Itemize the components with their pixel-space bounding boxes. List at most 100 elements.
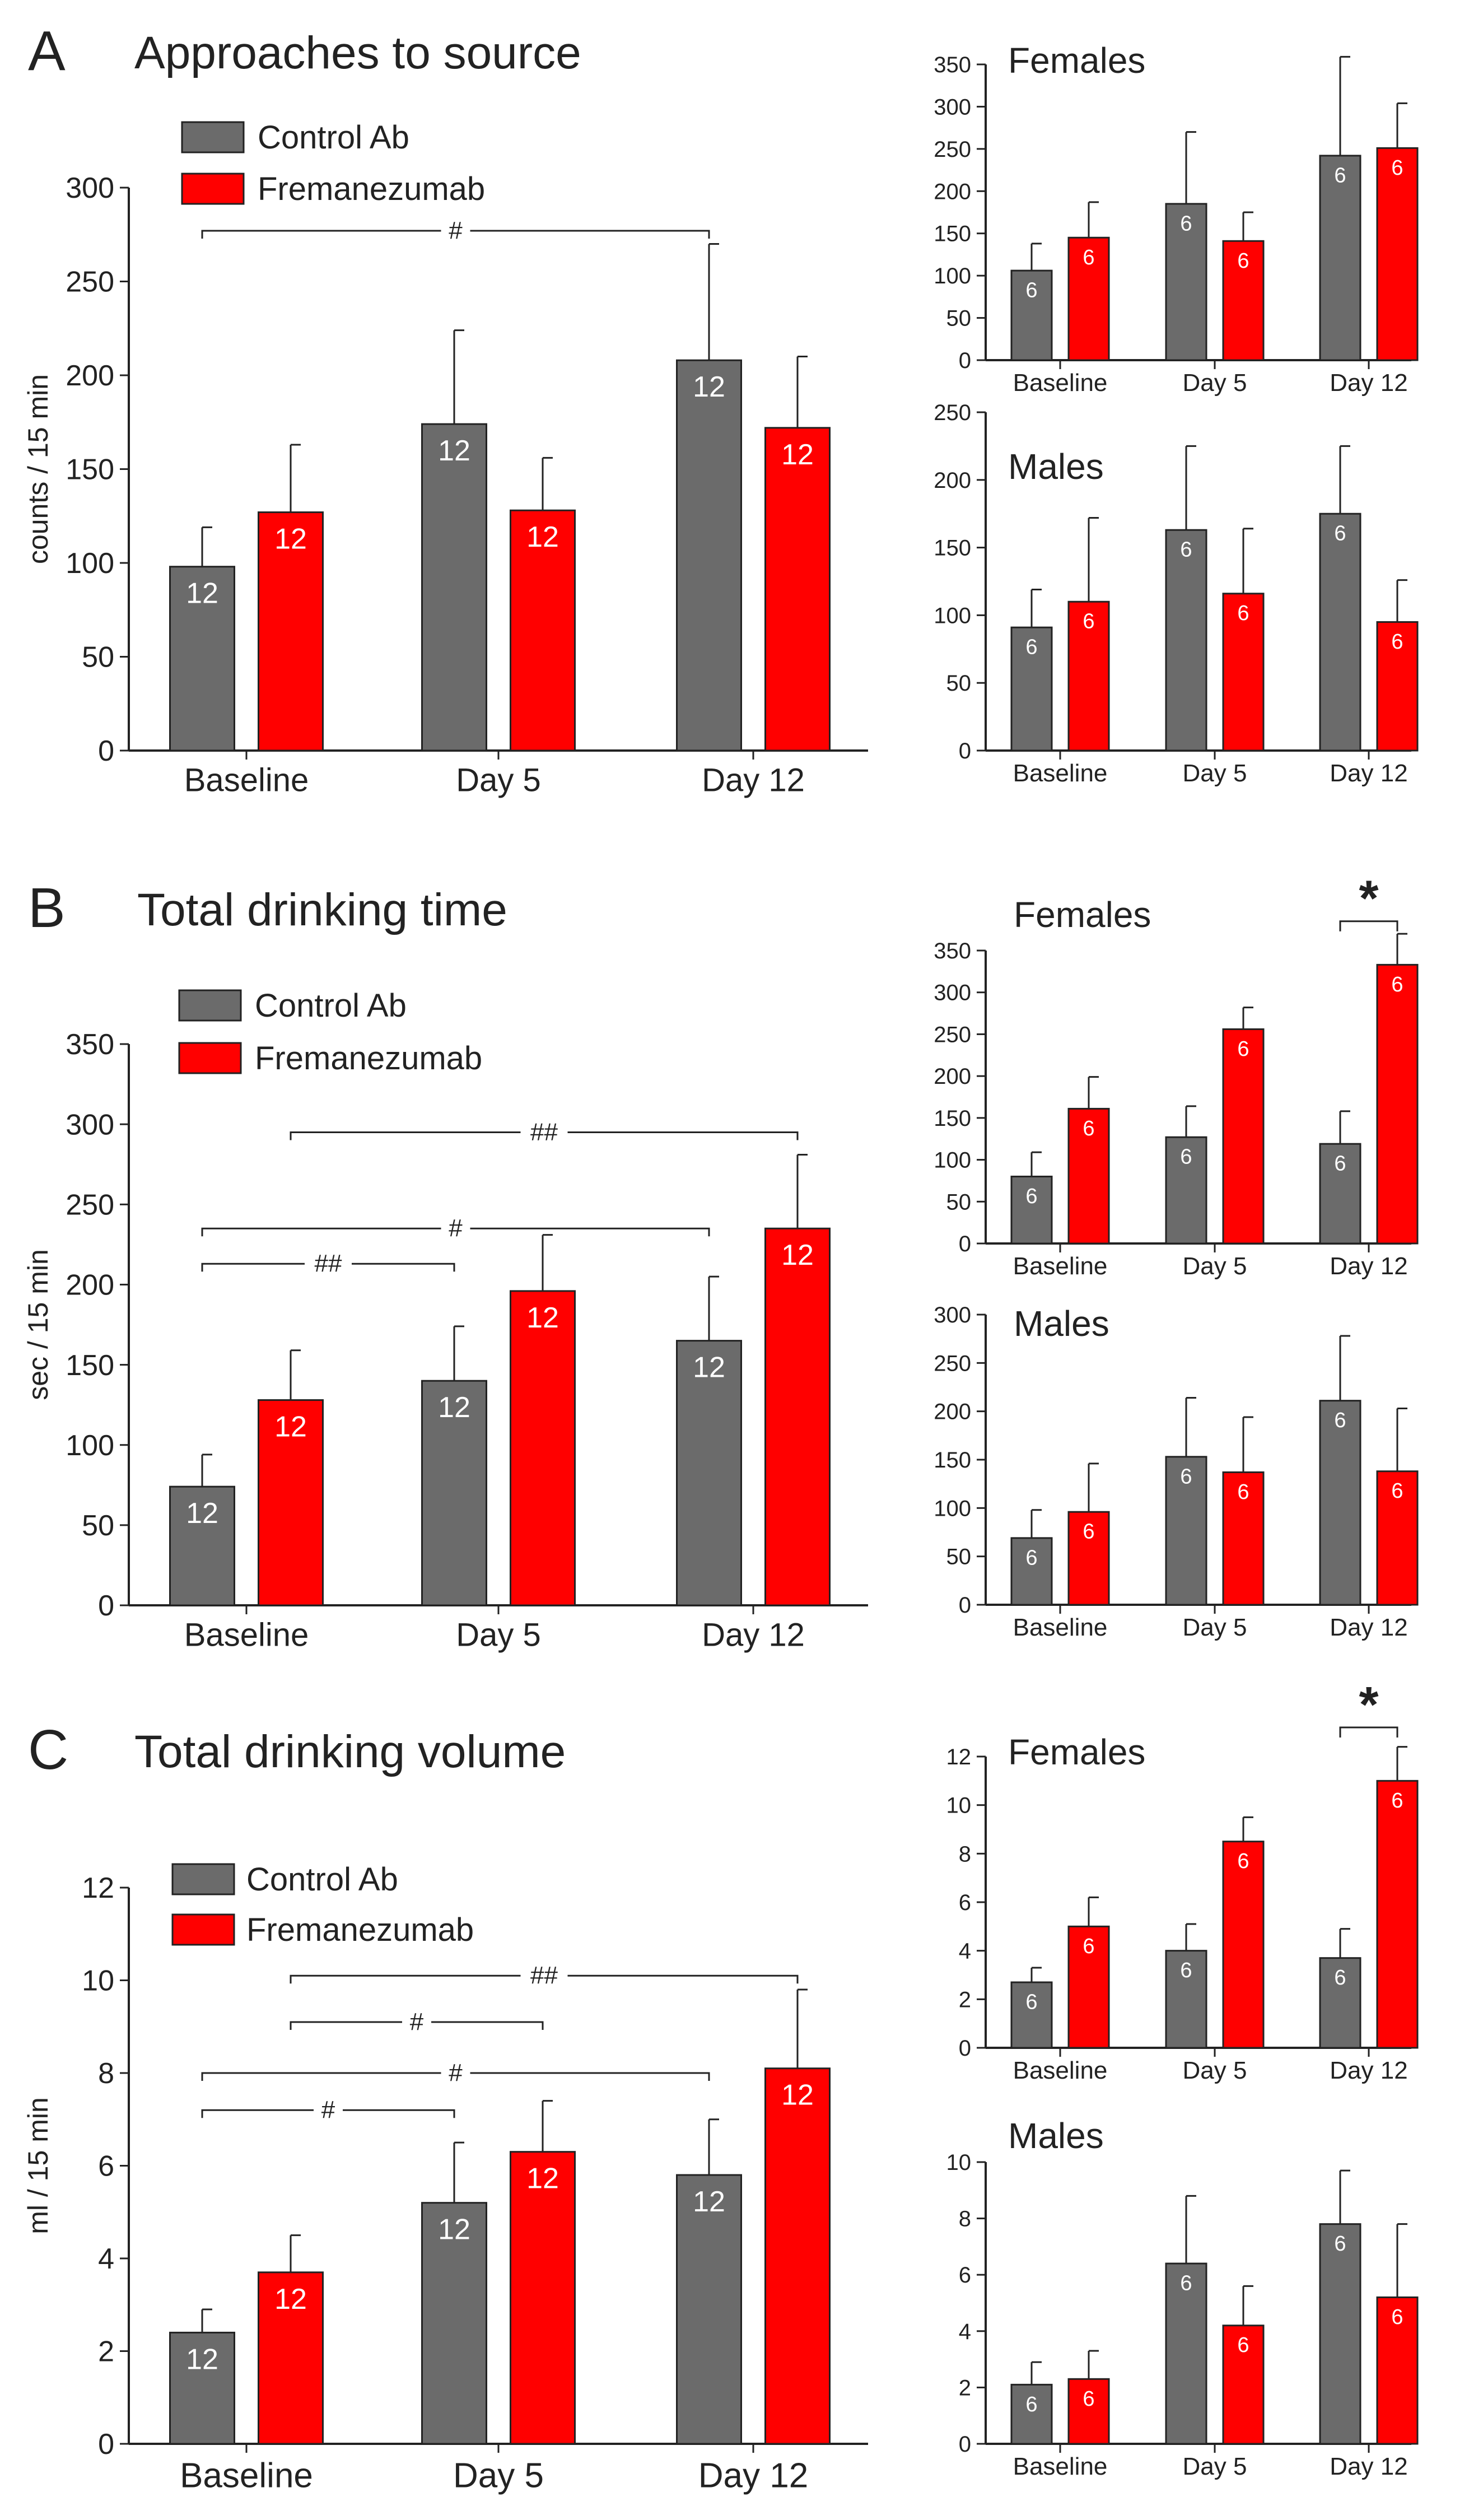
y-tick-label: 150 [934,1106,971,1131]
y-tick-label: 0 [959,739,971,763]
significance-line [201,1227,441,1237]
bar-n-label: 6 [1025,1185,1037,1208]
bar-n-label: 6 [1083,1935,1094,1958]
y-tick-label: 300 [934,1303,971,1327]
panel-letter-b: B [28,877,66,939]
y-tick-label: 10 [946,2150,972,2175]
y-tick-label: 200 [934,179,971,204]
bar-n-label: 6 [1334,522,1346,546]
bar [1010,1981,1053,2049]
y-tick-label: 4 [959,2319,971,2344]
y-axis-label: ml / 15 min [22,2097,54,2234]
bar [1165,1136,1207,1245]
y-tick-label: 50 [946,306,972,331]
y-tick-label: 100 [66,1429,114,1462]
y-tick-label: 8 [98,2057,114,2090]
y-tick-label: 50 [82,641,114,674]
bar [1067,1107,1110,1245]
bar [169,1485,235,1606]
panel-title-c: Total drinking volume [134,1726,566,1777]
y-tick-label: 100 [934,1496,971,1521]
subplot-title: Males [1008,2116,1104,2156]
significance-label: # [321,2096,335,2123]
y-tick-label: 350 [66,1028,114,1061]
bar [258,1399,324,1606]
y-tick-label: 100 [934,264,971,288]
significance-line [201,2109,314,2118]
x-tick-label: Day 12 [1330,369,1407,397]
bar-n-label: 6 [1391,156,1403,180]
bar-n-label: 12 [526,2163,559,2195]
y-tick-label: 300 [934,981,971,1005]
bar-n-label: 12 [438,435,470,467]
y-tick-label: 250 [934,137,971,162]
y-tick-label: 4 [98,2243,114,2275]
bar-n-label: 6 [1391,1479,1403,1503]
bar [510,1290,576,1606]
legend-swatch-fremanezumab [171,1913,235,1946]
bar-n-label: 6 [1237,249,1249,273]
x-tick-label: Baseline [1013,1252,1108,1280]
x-tick-label: Day 5 [1183,1252,1247,1280]
bar [1222,240,1265,361]
chart-drinking-volume-females: 0 2 4 6 8 10 12 Baseline Day 5 Day 12 6 6 6 6 6 6 * Femal… [946,1677,1419,2084]
bar [510,509,576,752]
x-tick-label: Day 12 [1330,2453,1407,2480]
y-tick-label: 10 [946,1794,972,1818]
significance-line [290,2021,402,2030]
bar-n-label: 12 [526,1302,559,1334]
bar [1165,1456,1207,1606]
y-tick-label: 100 [66,547,114,580]
bar-n-label: 6 [1025,279,1037,302]
x-tick-label: Day 12 [1330,2057,1407,2084]
y-tick-label: 150 [66,454,114,486]
bar [764,427,831,752]
y-tick-label: 200 [66,1269,114,1302]
bar [676,359,742,752]
legend-label-control: Control Ab [258,119,409,156]
bar-n-label: 12 [438,1391,470,1424]
y-tick-label: 0 [959,2432,971,2457]
bar-n-label: 6 [1180,538,1192,562]
x-tick-label: Baseline [184,1617,309,1653]
significance-label: # [449,1214,463,1242]
y-tick-label: 350 [934,53,971,77]
bar-n-label: 12 [186,2343,218,2375]
y-tick-label: 50 [946,1545,972,1569]
y-tick-label: 350 [934,939,971,963]
y-tick-label: 250 [66,1189,114,1221]
legend-b: Control Ab Fremanezumab [178,987,482,1077]
bar-n-label: 12 [693,1352,725,1384]
bar [764,1227,831,1606]
y-tick-label: 150 [66,1349,114,1382]
subplot-title: Females [1008,1732,1145,1772]
significance-line [470,230,710,239]
legend-label-fremanezumab: Fremanezumab [255,1040,482,1077]
x-tick-label: Day 5 [1183,2453,1247,2480]
significance-label: # [449,217,463,244]
legend-swatch-fremanezumab [181,173,245,205]
legend-c: Control Ab Fremanezumab [171,1861,474,1948]
x-tick-label: Day 12 [1330,760,1407,787]
bar [1222,593,1265,752]
y-tick-label: 6 [959,1890,971,1915]
bar-n-label: 6 [1391,630,1403,654]
bar [1376,147,1419,361]
x-tick-label: Day 12 [1330,1252,1407,1280]
significance-line [352,1263,455,1272]
y-tick-label: 100 [934,603,971,628]
bar [1010,1537,1053,1606]
bar [1222,1028,1265,1245]
bar-n-label: 6 [1180,1959,1192,1982]
significance-label: ## [530,1962,558,1989]
bar [1319,1143,1361,1245]
y-axis-label: sec / 15 min [22,1249,54,1400]
bar [258,511,324,752]
y-tick-label: 200 [934,1400,971,1424]
bar-n-label: 6 [1334,1152,1346,1176]
bar-n-label: 12 [781,2079,814,2112]
significance-label: ## [315,1250,342,1277]
y-tick-label: 8 [959,2207,971,2232]
legend-swatch-control [178,989,242,1022]
